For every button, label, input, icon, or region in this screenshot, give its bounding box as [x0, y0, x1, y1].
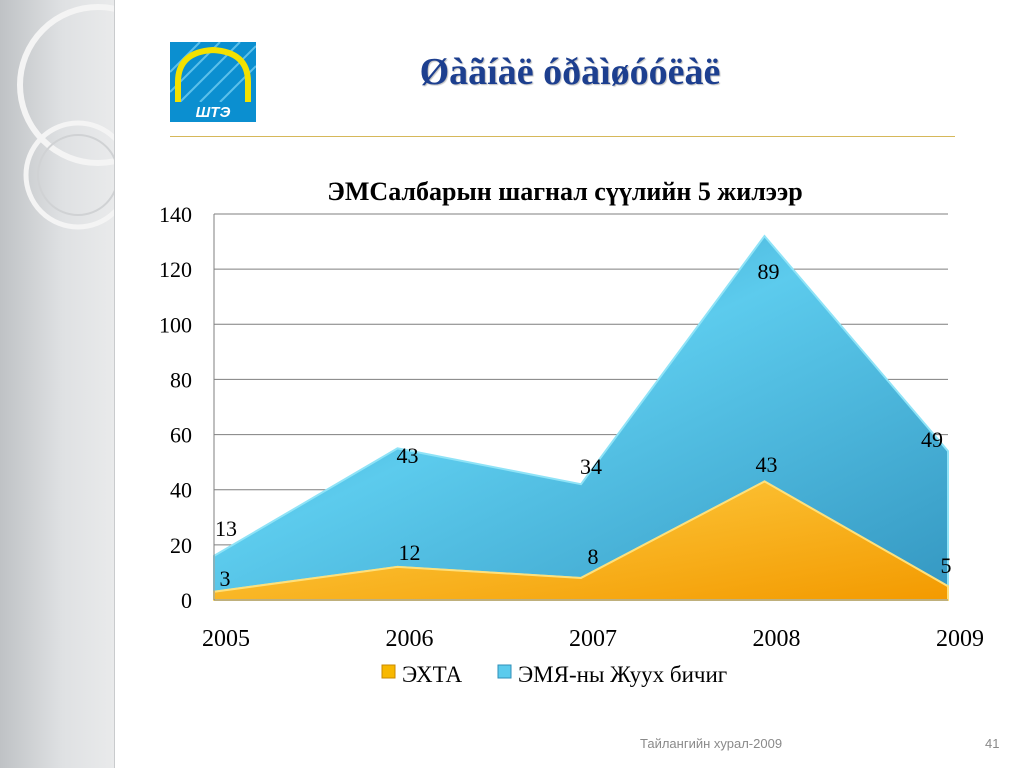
y-tick-label: 60: [170, 423, 192, 448]
legend-swatch: [497, 664, 512, 679]
data-label-series-2: 34: [580, 454, 602, 479]
legend-label: ЭМЯ-ны Жуух бичиг: [518, 662, 727, 687]
x-tick-label: 2009: [936, 626, 984, 652]
data-label-series-2: 13: [215, 516, 237, 541]
y-tick-label: 0: [181, 588, 192, 613]
x-tick-label: 2006: [386, 626, 434, 652]
data-label-series-1: 12: [399, 540, 421, 565]
y-tick-label: 100: [159, 312, 192, 337]
y-tick-label: 80: [170, 367, 192, 392]
footer-text: Тайлангийн хурал-2009: [640, 736, 783, 751]
logo-text: ШТЭ: [196, 104, 231, 121]
x-tick-label: 2008: [753, 626, 801, 652]
x-tick-label: 2005: [202, 626, 250, 652]
legend-swatch: [381, 664, 396, 679]
data-label-series-1: 5: [941, 553, 952, 578]
data-label-series-2: 49: [921, 427, 943, 452]
data-label-series-1: 8: [588, 544, 599, 569]
page-number: 41: [985, 736, 1000, 751]
data-label-series-2: 43: [397, 443, 419, 468]
y-tick-label: 20: [170, 533, 192, 558]
y-tick-label: 120: [159, 257, 192, 282]
organization-logo: ШТЭ: [169, 41, 257, 122]
sidebar-decoration: [0, 0, 115, 768]
slide-title: Øàãíàë óðàìøóóëàë: [419, 51, 721, 93]
data-label-series-1: 43: [756, 452, 778, 477]
y-tick-label: 40: [170, 478, 192, 503]
chart-title: ЭМСалбарын шагнал сүүлийн 5 жилээр: [327, 177, 802, 206]
data-label-series-2: 89: [758, 259, 780, 284]
x-tick-label: 2007: [569, 626, 617, 652]
legend-label: ЭХТА: [402, 662, 463, 687]
y-tick-label: 140: [159, 202, 192, 227]
data-label-series-1: 3: [220, 566, 231, 591]
decorative-rings: [17, 4, 114, 230]
title-divider: [170, 136, 955, 137]
